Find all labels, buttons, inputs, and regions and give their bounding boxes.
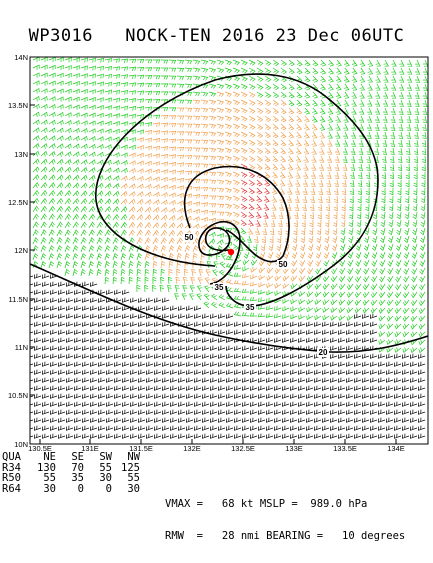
x-tick-label: 133E xyxy=(285,444,303,452)
map-title: WP3016 NOCK-TEN 2016 23 Dec 06UTC xyxy=(28,26,405,46)
y-tick-label: 13N xyxy=(14,150,28,159)
y-tick-label: 11.5N xyxy=(9,295,28,304)
contour-20kt xyxy=(30,263,428,353)
radius-value: 35 xyxy=(71,472,84,484)
wind-radii-table: QUA NE SE SW NW R34 130 70 55 125 R50 55 35 30 55 R64 30… xyxy=(2,452,140,494)
wind-radii-row: R64 30 0 0 30 xyxy=(2,482,140,495)
contour-label-bg xyxy=(244,303,256,312)
contour-label-bg xyxy=(317,348,329,357)
wind-radii-row: R50 55 35 30 55 xyxy=(2,473,140,484)
y-tick-label: 12N xyxy=(14,246,28,255)
radius-value: 70 xyxy=(71,461,84,474)
wind-radii-row: R34 130 70 55 125 xyxy=(2,461,140,474)
contour-label-bg xyxy=(277,260,289,269)
radius-value: NW xyxy=(127,451,140,463)
wind-barbs-orange xyxy=(120,91,348,289)
y-tick-label: 14N xyxy=(14,53,28,62)
y-tick-label: 10N xyxy=(14,440,28,449)
radius-value: 55 xyxy=(43,472,56,484)
stats-line-1: VMAX = 68 kt MSLP = 989.0 hPa xyxy=(165,498,368,510)
stats-line-2: RMW = 28 nmi BEARING = 10 degrees xyxy=(165,529,406,542)
radius-value: SE xyxy=(71,451,84,463)
radius-value: 125 xyxy=(121,461,140,474)
contour-label: 50 xyxy=(279,260,288,269)
contour-label-bg xyxy=(183,233,195,242)
radius-value: SW xyxy=(99,451,112,463)
radius-value: 55 xyxy=(99,461,112,474)
contour-label: 50 xyxy=(185,233,194,242)
storm-center-marker xyxy=(227,248,235,256)
row-label: QUA xyxy=(2,451,21,463)
row-label: R64 xyxy=(2,482,21,495)
contour-label-bg xyxy=(213,283,225,292)
x-tick-label: 131E xyxy=(81,444,99,452)
axis-ticks xyxy=(30,56,397,445)
radius-value: 30 xyxy=(99,472,112,484)
x-tick-label: 130.5E xyxy=(28,444,52,452)
y-tick-label: 13.5N xyxy=(8,101,28,110)
radius-value: 130 xyxy=(37,461,56,474)
contour-35kt-outer xyxy=(95,73,379,307)
x-tick-label: 131.5E xyxy=(129,444,153,452)
radius-value: NE xyxy=(43,451,56,463)
row-label: R34 xyxy=(2,461,21,474)
wind-contours xyxy=(30,73,428,353)
x-tick-label: 134E xyxy=(387,444,405,452)
radius-value: 0 xyxy=(105,482,112,495)
wind-barbs-black xyxy=(30,273,426,439)
wind-barbs-red xyxy=(240,163,271,227)
x-tick-label: 133.5E xyxy=(333,444,357,452)
radius-value: 30 xyxy=(127,482,140,495)
wind-radii-header: QUA NE SE SW NW xyxy=(2,452,140,463)
axis-tick-labels: 130.5E 131E 131.5E 132E 132.5E 133E 133.5E 134E… xyxy=(8,53,405,452)
wind-barb-map: 130.5E 131E 131.5E 132E 132.5E 133E 133.5E 134E… xyxy=(8,53,429,452)
contour-labels: 50 50 35 35 20 xyxy=(183,233,329,357)
y-tick-label: 12.5N xyxy=(8,198,28,207)
x-tick-label: 132.5E xyxy=(231,444,255,452)
y-tick-label: 11N xyxy=(15,343,28,352)
x-tick-label: 132E xyxy=(183,444,201,452)
row-label: R50 xyxy=(2,472,21,484)
contour-50kt xyxy=(183,165,290,263)
radius-value: 55 xyxy=(127,472,140,484)
contour-label: 20 xyxy=(319,348,328,357)
contour-label: 35 xyxy=(246,303,255,312)
radius-value: 30 xyxy=(43,482,56,495)
info-panel: QUA NE SE SW NW R34 130 70 55 125 R50 55 35 30 55 R64 30… xyxy=(0,452,433,541)
radius-value: 0 xyxy=(77,482,84,495)
contour-35kt-inner xyxy=(198,220,241,285)
storm-stats: VMAX = 68 kt MSLP = 989.0 hPa RMW = 28 n… xyxy=(165,478,405,562)
contour-label: 35 xyxy=(215,283,224,292)
y-tick-label: 10.5N xyxy=(8,391,28,400)
